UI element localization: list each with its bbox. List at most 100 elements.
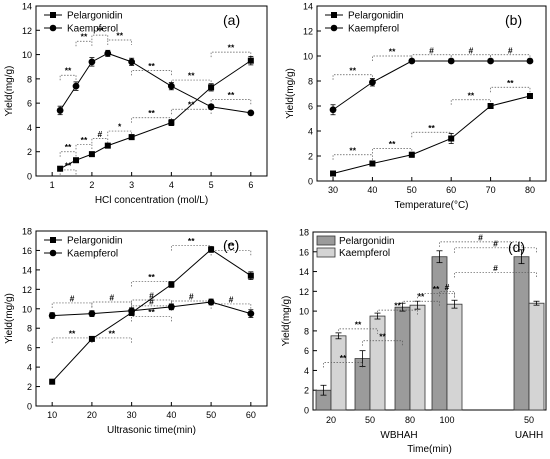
legend-label: Kaempferol (339, 248, 390, 259)
data-point-square (128, 134, 135, 141)
y-tick-label: 8 (27, 324, 32, 334)
significance-bracket (323, 362, 363, 368)
bar-pelargonidin (394, 306, 411, 411)
significance-mark: ** (81, 32, 88, 42)
x-tick-label: 50 (206, 410, 216, 420)
plot-frame-0 (35, 5, 268, 177)
significance-bracket (59, 74, 77, 81)
significance-bracket (439, 241, 522, 247)
x-tick-label: 10 (47, 410, 57, 420)
y-tick-label: 14 (299, 267, 309, 277)
y-axis-label: Yield(mg/g) (4, 293, 15, 344)
significance-bracket (91, 337, 132, 343)
panel-label: (c) (223, 237, 239, 253)
data-point-circle (329, 106, 337, 114)
significance-mark: ** (340, 353, 347, 363)
significance-bracket (411, 54, 452, 60)
significance-bracket (75, 144, 93, 150)
y-tick-label: 4 (27, 123, 32, 133)
data-point-circle (48, 312, 56, 319)
y-tick-label: 6 (308, 102, 313, 112)
legend-marker-circle (49, 24, 57, 32)
y-axis-label: Yield(mg/g) (285, 68, 296, 119)
data-point-circle (247, 310, 255, 318)
y-tick-label: 2 (27, 382, 32, 392)
bar-kaempferol (409, 304, 426, 411)
x-axis-label: HCl concentration (mol/L) (95, 195, 208, 206)
significance-bracket (210, 250, 252, 256)
y-tick-label: 2 (27, 147, 32, 157)
x-tick-label: 4 (169, 180, 174, 190)
data-point-square (168, 281, 175, 288)
data-point-circle (88, 310, 96, 318)
y-tick-label: 2 (308, 152, 313, 162)
x-tick-label: 40 (367, 185, 377, 195)
x-tick-label: 6 (248, 180, 253, 190)
x-tick-label: 60 (246, 410, 256, 420)
data-point-square (247, 272, 254, 279)
data-point-circle (447, 57, 455, 65)
x-tick-label: 80 (405, 415, 415, 425)
data-point-circle (369, 78, 376, 86)
data-point-square (448, 135, 455, 142)
y-tick-label: 6 (304, 346, 309, 356)
significance-mark: # (149, 291, 154, 301)
data-point-square (330, 170, 337, 177)
data-point-circle (128, 307, 136, 315)
significance-bracket (372, 55, 413, 61)
significance-bracket (131, 281, 172, 287)
significance-bracket (338, 328, 378, 334)
bar-pelargonidin (431, 256, 448, 411)
significance-bracket (210, 303, 252, 309)
plot-frame-2 (35, 230, 268, 407)
legend-swatch (316, 247, 336, 258)
significance-bracket (107, 39, 132, 45)
x-tick-label: 30 (127, 410, 137, 420)
legend-label: Kaempferol (67, 24, 118, 35)
group-label-wbhah: WBHAH (380, 430, 417, 441)
y-axis-label: Yield(mg/g) (4, 66, 15, 117)
series-line-pelargonidin (332, 95, 531, 174)
x-tick-label: 60 (446, 185, 456, 195)
data-point-circle (487, 57, 494, 65)
significance-bracket (171, 300, 212, 306)
significance-mark: ** (507, 78, 514, 88)
bar-kaempferol (446, 303, 463, 411)
significance-bracket (131, 117, 172, 123)
legend-marker-circle (330, 24, 338, 32)
data-point-square (104, 142, 111, 149)
y-tick-label: 18 (299, 228, 309, 238)
y-tick-label: 0 (304, 406, 309, 416)
series-line-kaempferol (332, 60, 530, 111)
x-tick-label: 3 (129, 180, 134, 190)
x-tick-label: 1 (50, 180, 55, 190)
data-point-square (49, 378, 56, 385)
significance-mark: ** (188, 236, 195, 246)
legend-label: Pelargonidin (348, 11, 404, 22)
significance-mark: # (189, 292, 194, 302)
significance-mark: ** (349, 65, 356, 75)
legend-swatch (316, 235, 336, 246)
y-tick-label: 4 (27, 363, 32, 373)
bar-pelargonidin (513, 256, 530, 411)
y-axis-label: Yield(mg/g) (281, 296, 292, 347)
chart-panel-3: 0 2 4 6 8 10 12 14 16 18 Yield(mg/g) 20 50 80 100 50 WBH… (281, 228, 547, 455)
y-tick-label: 0 (308, 177, 313, 187)
significance-mark: ** (389, 139, 396, 149)
panel-label: (d) (508, 239, 525, 255)
significance-bracket (171, 245, 212, 251)
data-point-circle (56, 107, 64, 114)
significance-mark: # (229, 294, 234, 304)
y-tick-label: 12 (22, 26, 32, 36)
data-point-circle (167, 303, 175, 311)
significance-mark: # (445, 282, 450, 292)
y-tick-label: 10 (22, 50, 32, 60)
x-tick-label: 20 (326, 415, 336, 425)
significance-mark: ** (228, 90, 235, 100)
significance-bracket (332, 154, 373, 160)
significance-mark: # (493, 238, 498, 248)
y-tick-label: 16 (22, 246, 32, 256)
significance-bracket (210, 99, 252, 105)
significance-bracket (131, 305, 172, 311)
